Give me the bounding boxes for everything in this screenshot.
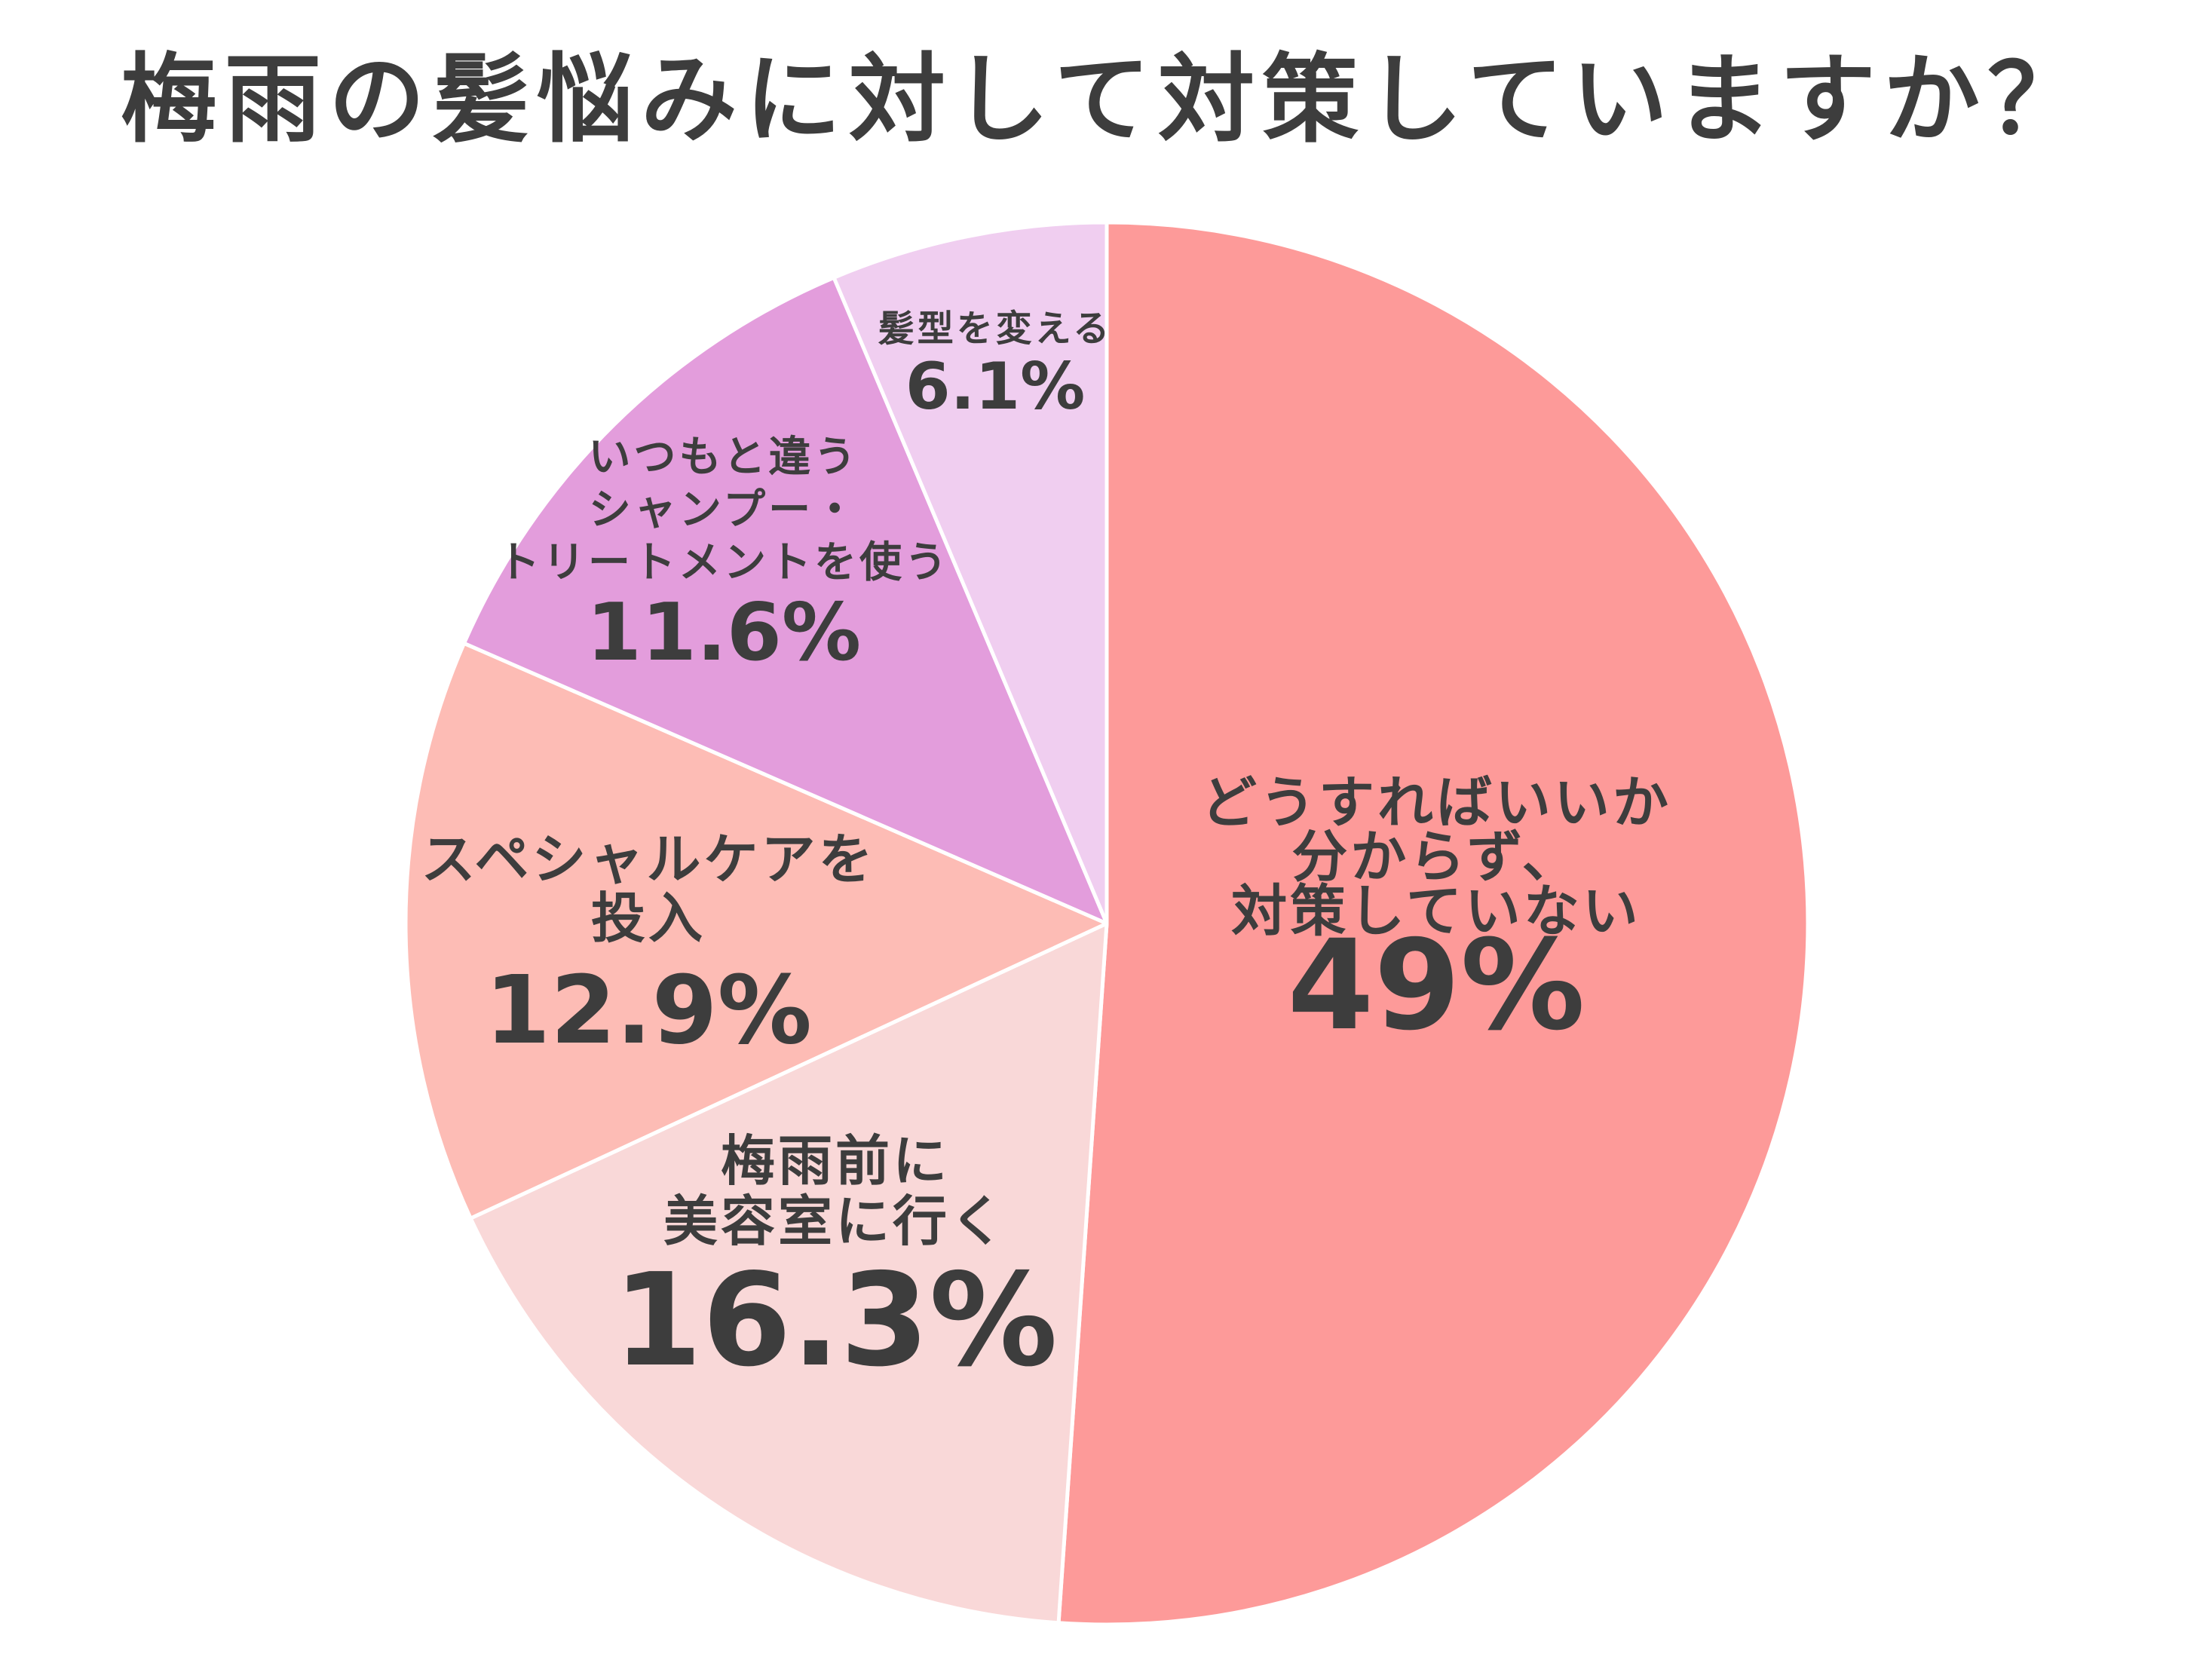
pie-slice-1 <box>1056 220 1810 1627</box>
slice-2-label-line-1: 梅雨前に <box>721 1129 950 1193</box>
slice-2-label-line-2: 美容室に行く <box>663 1190 1007 1253</box>
slice-1-label-line-3: 対策していない <box>1231 879 1641 944</box>
pie-slices <box>403 220 1810 1627</box>
slice-3-label-line-1: スペシャルケアを <box>421 828 876 891</box>
slice-1-label-line-2: 分からず、 <box>1291 825 1580 890</box>
slice-4-label-line-2: シャンプー・ <box>589 485 859 534</box>
slice-3-label-line-2: 投入 <box>591 887 706 950</box>
slice-4-label-line-1: いつもと違う <box>589 433 859 482</box>
slice-4-value-label: 11.6% <box>587 587 861 678</box>
slice-5-label-line-1: 髪型を変える <box>878 308 1113 350</box>
pie-slice-2 <box>468 921 1109 1625</box>
pie-slice-5 <box>832 220 1109 926</box>
slice-1-label-line-1: どうすればいいか <box>1201 770 1671 835</box>
slice-1-value-label: 49% <box>1288 913 1585 1058</box>
chart-title: 梅雨の髪悩みに対して対策していますか？ <box>120 44 2092 156</box>
slice-5-value-label: 6.1% <box>905 349 1086 424</box>
slice-2-value-label: 16.3% <box>613 1246 1058 1395</box>
slice-4-label-line-3: トリートメントを使う <box>498 538 950 587</box>
pie-slice-4 <box>462 275 1109 926</box>
slice-3-value-label: 12.9% <box>485 956 812 1065</box>
pie-slice-3 <box>403 641 1109 1220</box>
